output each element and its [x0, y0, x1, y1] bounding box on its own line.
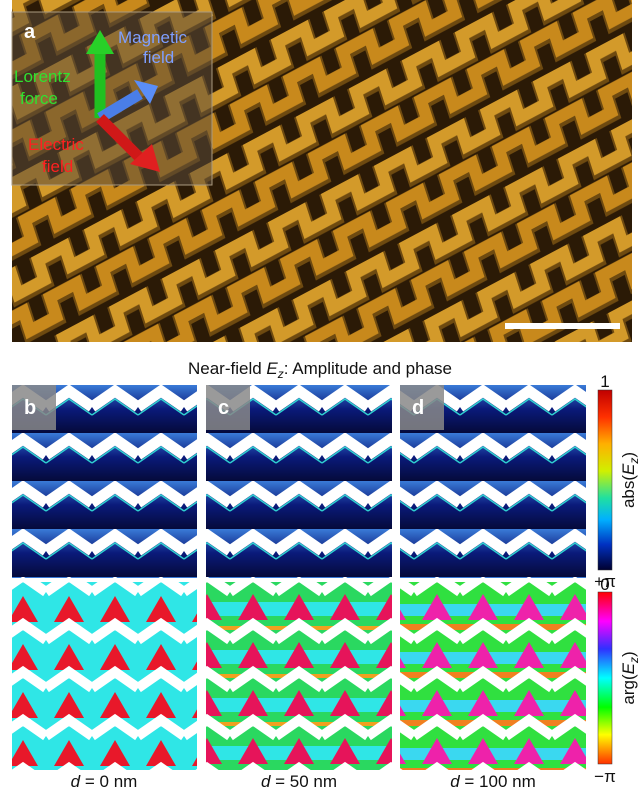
phase-map [400, 582, 586, 770]
caption-text: = 50 nm [270, 772, 337, 791]
label-part: arg( [619, 674, 638, 705]
colorbar [598, 592, 612, 764]
colorbar-label: arg(Ez) [619, 651, 641, 704]
phase-colorbar: +π −π arg(Ez) [594, 572, 641, 786]
panel-label: a [24, 21, 36, 43]
phase-map [206, 582, 392, 770]
amplitude-colorbar: 1 0 abs(Ez) [598, 372, 641, 594]
panel-b: b d = 0 nm [12, 385, 197, 791]
phase-map [12, 582, 197, 770]
caption: d = 50 nm [261, 772, 337, 791]
panel-c: c d = 50 nm [206, 385, 392, 791]
caption: d = 100 nm [450, 772, 536, 791]
figure: a Magnetic field Lorentz force Electric … [0, 0, 641, 792]
figure-title: Near-field Ez: Amplitude and phase [188, 359, 452, 381]
label-subscript: z [627, 657, 641, 664]
title-symbol: E [266, 359, 278, 378]
title-part: : Amplitude and phase [284, 359, 452, 378]
caption: d = 0 nm [71, 772, 138, 791]
label-symbol: E [619, 463, 638, 475]
colorbar-min: −π [594, 767, 616, 786]
panel-label: d [412, 397, 424, 419]
label-part: abs( [619, 475, 638, 508]
electric-label: field [42, 157, 73, 176]
title-subscript: z [277, 367, 284, 381]
caption-text: = 0 nm [80, 772, 137, 791]
colorbar-label: abs(Ez) [619, 452, 641, 508]
lorentz-label: Lorentz [14, 67, 71, 86]
magnetic-label: Magnetic [118, 28, 187, 47]
magnetic-label: field [143, 48, 174, 67]
label-part: ) [619, 452, 638, 458]
panel-label: c [218, 397, 229, 419]
label-symbol: E [619, 662, 638, 674]
label-part: ) [619, 651, 638, 657]
scale-bar [505, 323, 620, 329]
panel-d: d d = 100 nm [400, 385, 586, 791]
colorbar-max: +π [594, 572, 616, 591]
panel-a: a Magnetic field Lorentz force Electric … [12, 0, 632, 342]
colorbar [598, 390, 612, 570]
lorentz-label: force [20, 89, 58, 108]
colorbar-max: 1 [600, 372, 609, 391]
panel-label: b [24, 397, 36, 419]
title-part: Near-field [188, 359, 266, 378]
label-subscript: z [627, 458, 641, 465]
caption-text: = 100 nm [460, 772, 536, 791]
electric-label: Electric [28, 135, 84, 154]
